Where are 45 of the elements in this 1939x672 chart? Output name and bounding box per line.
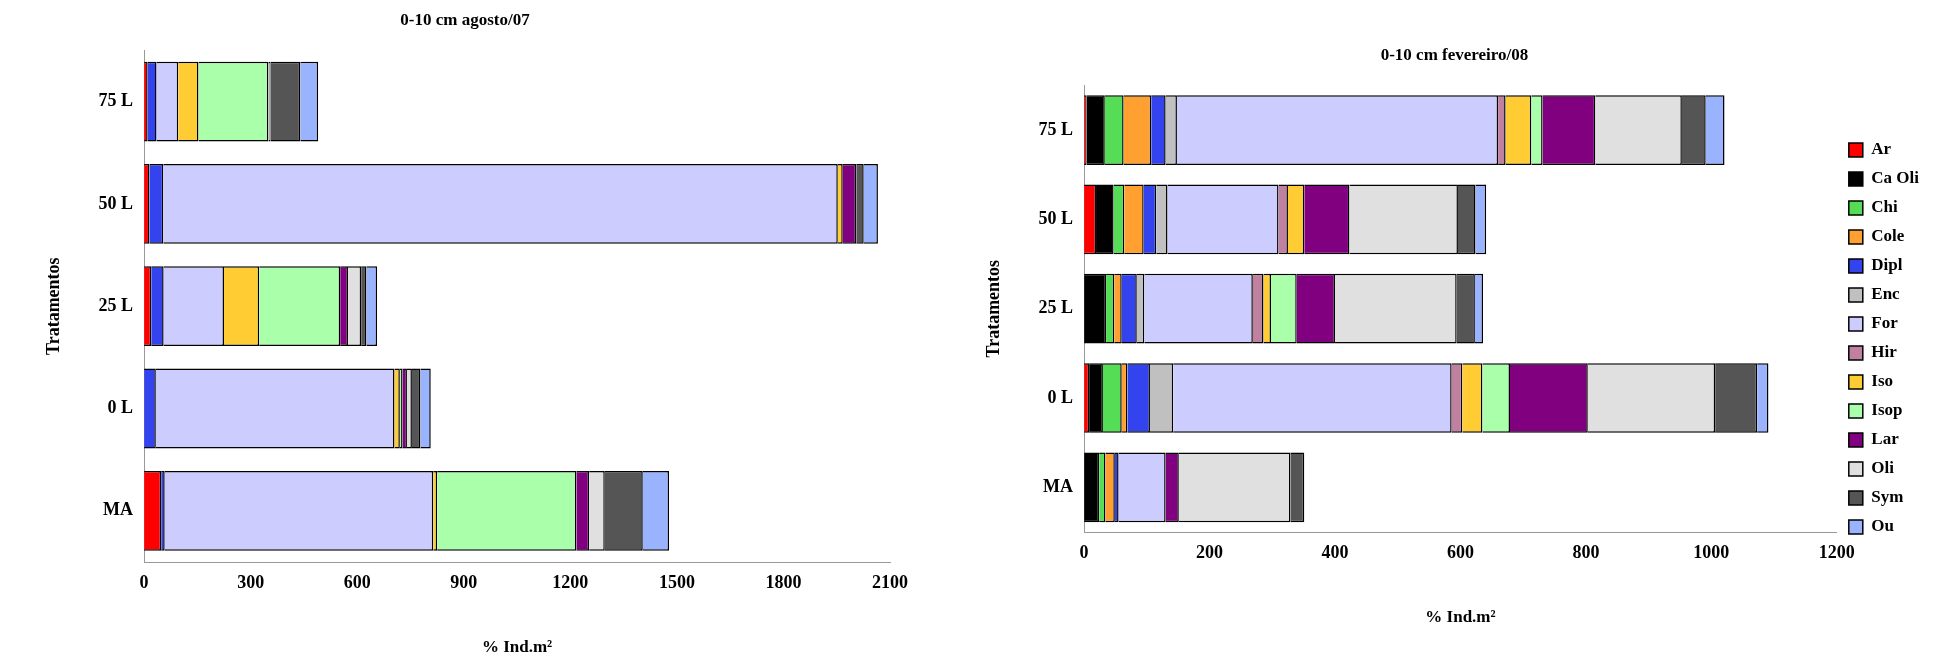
- x-tick-label: 800: [1572, 542, 1600, 563]
- x-tick-label: 1200: [552, 572, 589, 593]
- x-tick-label: 300: [237, 572, 265, 593]
- x-axis-title: % Ind.m²: [481, 637, 553, 657]
- y-tick-label: 25 L: [98, 294, 134, 315]
- legend-label: Sym: [1871, 487, 1904, 507]
- y-tick-label: 75 L: [98, 90, 134, 111]
- x-tick-label: 1000: [1693, 542, 1730, 563]
- x-tick-label: 1800: [765, 572, 802, 593]
- legend-label: Lar: [1871, 429, 1900, 449]
- x-tick-label: 1200: [1818, 542, 1855, 563]
- x-tick-label: 1500: [658, 572, 695, 593]
- legend-label: Iso: [1871, 371, 1894, 391]
- x-tick-label: 0: [139, 572, 149, 593]
- legend-label: Isop: [1871, 400, 1903, 420]
- y-tick-label: 0 L: [1047, 386, 1074, 407]
- legend-label: Cole: [1871, 226, 1905, 246]
- y-tick-label: MA: [1043, 476, 1074, 496]
- x-tick-label: 400: [1321, 542, 1349, 563]
- legend-label: Ou: [1871, 516, 1894, 536]
- y-tick-label: 50 L: [1038, 208, 1074, 229]
- y-tick-label: 0 L: [107, 397, 134, 418]
- y-axis-title: Tratamentos: [983, 259, 1004, 358]
- x-axis-title: % Ind.m²: [1425, 607, 1496, 627]
- x-tick-label: 600: [1446, 542, 1474, 563]
- y-tick-label: 25 L: [1038, 297, 1074, 318]
- chart-title: 0-10 cm agosto/07: [400, 9, 531, 29]
- legend-label: Chi: [1871, 197, 1899, 217]
- x-tick-label: 900: [450, 572, 478, 593]
- legend-label: Ca Oli: [1871, 168, 1920, 188]
- legend-label: For: [1871, 313, 1899, 333]
- legend-label: Ar: [1871, 139, 1892, 159]
- legend-label: Hir: [1871, 342, 1898, 362]
- y-tick-label: 75 L: [1038, 118, 1074, 139]
- legend-label: Dipl: [1871, 255, 1903, 275]
- x-tick-label: 0: [1079, 542, 1089, 563]
- y-tick-label: 50 L: [98, 192, 134, 213]
- x-tick-label: 600: [343, 572, 371, 593]
- legend-label: Enc: [1871, 284, 1901, 304]
- x-tick-label: 2100: [872, 572, 908, 593]
- y-axis-title: Tratamentos: [43, 257, 64, 356]
- y-tick-label: MA: [103, 499, 134, 520]
- chart-title: 0-10 cm fevereiro/08: [1380, 44, 1529, 64]
- legend-label: Oli: [1871, 458, 1895, 478]
- x-tick-label: 200: [1196, 542, 1224, 563]
